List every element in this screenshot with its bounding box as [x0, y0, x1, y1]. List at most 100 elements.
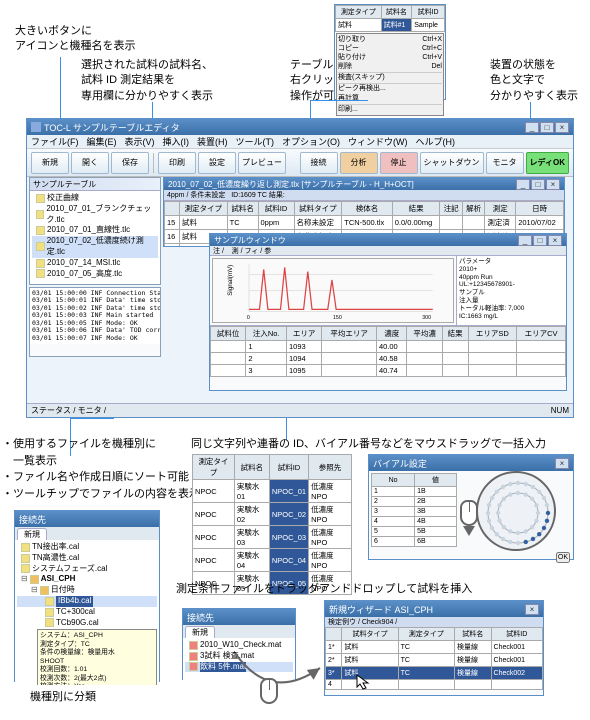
info-bar: 4ppm / 条件未設定 ID:1609 TC 結果:	[164, 190, 564, 201]
toolbar-print[interactable]: 印刷	[158, 152, 196, 174]
callout-line	[310, 100, 368, 101]
status-num: NUM	[551, 406, 569, 415]
filelist-tree[interactable]: 校正曲線 2010_07_01_ブランクチェック.tlc 2010_07_01_…	[30, 191, 160, 284]
toolbar-preview[interactable]: プレビュー	[238, 152, 286, 174]
menu-item[interactable]: ツール(T)	[236, 135, 275, 148]
toolbar-status: レディOK	[526, 152, 569, 174]
sample-upper: Signal(mV) 0150300 パラメータ2010+40ppm RunUL…	[210, 256, 566, 326]
mouse-icon	[260, 678, 278, 704]
maximize-icon[interactable]: □	[531, 179, 545, 190]
app-title: TOC-L サンプルテーブルエディタ	[44, 121, 180, 134]
callout-line	[70, 418, 114, 419]
toolbar-open[interactable]: 開く	[71, 152, 109, 174]
toolbar-settings[interactable]: 設定	[198, 152, 236, 174]
callout-selected-sample: 選択された試料の試料名、 試料 ID 測定結果を 専用欄に分かりやすく表示	[81, 58, 213, 104]
context-menu-illustration: 測定タイプ試料名試料ID 試料試料#1Sample 切り取りCtrl+X コピー…	[334, 4, 446, 100]
toolbar-shutdown[interactable]: シャットダウン	[420, 152, 484, 174]
close-icon[interactable]: ×	[555, 458, 569, 469]
toolbar-monitor[interactable]: モニタ	[486, 152, 524, 174]
drag-arrow-icon	[230, 648, 330, 698]
sampletable-titlebar: 2010_07_02_低濃度繰り返し測定.tlx [サンプルテーブル - H_H…	[164, 178, 564, 190]
close-icon[interactable]: ×	[548, 235, 562, 246]
close-icon[interactable]: ×	[555, 122, 569, 133]
result-table[interactable]: 試料位注入No.エリア平均エリア濃度平均濃結果エリアSDエリアCV1109340…	[210, 326, 566, 377]
toolbar-save[interactable]: 保存	[111, 152, 149, 174]
file-icon	[36, 210, 44, 219]
win-controls: _ □ ×	[525, 122, 569, 133]
arrow-down-icon	[463, 526, 475, 536]
vial-list[interactable]: No値 11B22B33B44B55B66B	[369, 471, 459, 551]
chart-ylabel: Signal(mV)	[227, 265, 234, 296]
right-area: 2010_07_02_低濃度繰り返し測定.tlx [サンプルテーブル - H_H…	[163, 177, 571, 403]
file-icon	[36, 269, 45, 278]
drag-gesture-icon	[460, 500, 478, 536]
menu-item[interactable]: 編集(E)	[87, 135, 117, 148]
callout-bigbutton: 大きいボタンに アイコンと機種名を表示	[15, 24, 135, 55]
toolbar-analyze[interactable]: 分析	[340, 152, 378, 174]
window-title: 2010_07_02_低濃度繰り返し測定.tlx [サンプルテーブル - H_H…	[168, 179, 414, 190]
callout-bottom: 機種別に分類	[30, 690, 96, 705]
callout-device-status: 装置の状態を 色と文字で 分かりやすく表示	[490, 58, 578, 104]
close-icon[interactable]: ×	[546, 179, 560, 190]
maximize-icon[interactable]: □	[533, 235, 547, 246]
window-title: バイアル設定	[373, 457, 427, 470]
drop-window: 新規ウィザード ASI_CPH× 検定例ウ / Check904 / 試料タイプ…	[324, 600, 544, 696]
signal-chart: Signal(mV) 0150300	[212, 258, 454, 323]
tree-item-selected[interactable]: 2010_07_02_低濃度続け測定.tlc	[32, 236, 158, 258]
minimize-icon[interactable]: _	[516, 179, 530, 190]
main-titlebar: TOC-L サンプルテーブルエディタ _ □ ×	[27, 119, 573, 135]
menu-item[interactable]: オプション(O)	[282, 135, 340, 148]
toolbar-new[interactable]: 新規	[31, 152, 69, 174]
main-window: TOC-L サンプルテーブルエディタ _ □ × ファイル(F) 編集(E) 表…	[26, 118, 574, 418]
sample-info: パラメータ2010+40ppm RunUL:+12345678901-サンプル注…	[456, 256, 566, 325]
menu-item[interactable]: 挿入(I)	[163, 135, 190, 148]
tab-new[interactable]: 新規	[17, 528, 47, 540]
file-icon	[36, 242, 45, 251]
window-title: 接続先	[19, 513, 46, 526]
tree-item[interactable]: 2010_07_01_ブランクチェック.tlc	[32, 204, 158, 226]
file-icon	[36, 259, 45, 268]
maximize-icon[interactable]: □	[540, 122, 554, 133]
minimize-icon[interactable]: _	[525, 122, 539, 133]
minimize-icon[interactable]: _	[518, 235, 532, 246]
tree-item[interactable]: 2010_07_05_高度.tlc	[32, 269, 158, 280]
log-panel: 03/01 15:00:00 INF Connection Start 03/0…	[29, 287, 161, 357]
tab-new[interactable]: 新規	[185, 626, 215, 638]
asl-tray-icon	[476, 471, 556, 551]
tree-item[interactable]: 2010_07_14_MSI.tlc	[32, 258, 158, 269]
statusbar: ステータス / モニタ / NUM	[27, 403, 573, 417]
tree-panel-window: 接続先 新規 TN接出率.cal TN高濃性.cal システムフェーズ.cal …	[14, 510, 160, 682]
filelist-header: サンプルテーブル	[30, 178, 160, 191]
tree-item[interactable]: 2010_07_01_直線性.tlc	[32, 225, 158, 236]
sample-toolbar: 注 / 測 / フィ / 参	[210, 246, 566, 256]
mouse-icon	[460, 500, 478, 526]
menu-item[interactable]: 装置(H)	[197, 135, 228, 148]
callout-filelist-features: ・使用するファイルを機種別に 一覧表示 ・ファイル名や作成日順にソート可能 ・ツ…	[2, 436, 200, 502]
ok-button[interactable]: OK	[556, 552, 570, 563]
sample-window: サンプルウィンドウ _□× 注 / 測 / フィ / 参 Signal(mV)	[209, 233, 567, 391]
menu-item[interactable]: ファイル(F)	[31, 135, 79, 148]
filelist-panel: サンプルテーブル 校正曲線 2010_07_01_ブランクチェック.tlc 20…	[29, 177, 161, 285]
callout-dragdrop: 測定条件ファイルをドラッグアンドドロップして試料を挿入	[176, 582, 472, 597]
toolbar-stop[interactable]: 停止	[380, 152, 418, 174]
menu-item[interactable]: ヘルプ(H)	[416, 135, 456, 148]
device-tree[interactable]: TN接出率.cal TN高濃性.cal システムフェーズ.cal ⊟ASI_CP…	[15, 540, 159, 685]
log-list: 03/01 15:00:00 INF Connection Start 03/0…	[30, 288, 160, 344]
tooltip: システム：ASI_CPH測定タイプ：TC条件の検量線：検量用水SHOOT校測回数…	[37, 629, 157, 685]
menu-item[interactable]: ウィンドウ(W)	[348, 135, 408, 148]
window-title: 新規ウィザード ASI_CPH	[329, 603, 433, 616]
close-icon[interactable]: ×	[525, 604, 539, 615]
toolbar: 新規 開く 保存 印刷 設定 プレビュー 接続 分析 停止 シャットダウン モニ…	[27, 149, 573, 177]
status-tabs[interactable]: ステータス / モニタ /	[31, 405, 106, 416]
info-bar: 検定例ウ / Check904 /	[325, 617, 543, 627]
app-icon	[31, 122, 41, 132]
left-panel: サンプルテーブル 校正曲線 2010_07_01_ブランクチェック.tlc 20…	[29, 177, 161, 403]
sample-titlebar: サンプルウィンドウ _□×	[210, 234, 566, 246]
menubar: ファイル(F) 編集(E) 表示(V) 挿入(I) 装置(H) ツール(T) オ…	[27, 135, 573, 149]
svg-text:0: 0	[247, 315, 250, 321]
workspace: サンプルテーブル 校正曲線 2010_07_01_ブランクチェック.tlc 20…	[27, 177, 573, 403]
menu-item[interactable]: 表示(V)	[125, 135, 155, 148]
toolbar-connect[interactable]: 接続	[300, 152, 338, 174]
tree-item[interactable]: 校正曲線	[32, 193, 158, 204]
window-title: 接続先	[187, 611, 214, 624]
